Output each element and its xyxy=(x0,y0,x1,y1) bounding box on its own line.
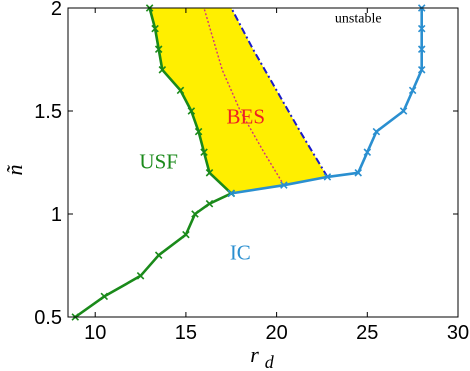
plot-frame xyxy=(67,7,459,318)
series-0-marker-2 xyxy=(136,272,145,280)
annotation-unstable: unstable xyxy=(335,11,382,26)
series-0-marker-4 xyxy=(182,230,190,239)
series-0-marker-5 xyxy=(191,210,199,218)
series-2-marker-4 xyxy=(363,148,372,156)
series-1-marker-5 xyxy=(187,107,196,115)
annotation-bes: BES xyxy=(227,104,266,128)
y-tick-label-2: 1.5 xyxy=(34,101,62,123)
series-2-marker-2 xyxy=(323,173,332,181)
series-line-2 xyxy=(231,8,424,195)
series-2-marker-1 xyxy=(280,181,288,189)
y-tick-label-3: 2 xyxy=(51,0,62,20)
y-tick-label-1: 1 xyxy=(51,204,62,226)
y-tick-label-0: 0.5 xyxy=(34,307,62,329)
series-line-3 xyxy=(230,8,329,178)
series-0-marker-3 xyxy=(154,251,163,259)
annotations-layer: unstable BES USF IC xyxy=(139,11,381,264)
series-1-marker-7 xyxy=(200,148,208,156)
x-axis-title-main: r xyxy=(250,342,259,367)
regions-layer xyxy=(149,8,328,194)
series-line-4 xyxy=(203,8,285,186)
series-line-1 xyxy=(148,8,233,195)
series-0-marker-6 xyxy=(205,199,214,208)
series-0-marker-1 xyxy=(100,292,109,301)
series-2-marker-5 xyxy=(372,127,381,136)
y-axis-title: ñ xyxy=(2,165,27,176)
series-1-marker-1 xyxy=(151,24,159,33)
series-1-marker-4 xyxy=(176,86,185,95)
series-1-marker-8 xyxy=(205,169,214,177)
tick-labels-layer: 10 15 20 25 30 0.5 1 1.5 2 xyxy=(34,0,469,344)
series-1-marker-6 xyxy=(194,127,203,136)
x-tick-label-2: 20 xyxy=(265,322,287,344)
annotation-usf: USF xyxy=(139,150,178,174)
series-2-marker-10 xyxy=(417,24,426,33)
ticks-layer xyxy=(68,7,459,318)
x-tick-label-3: 25 xyxy=(356,322,378,344)
x-tick-label-1: 15 xyxy=(175,322,197,344)
series-1-marker-3 xyxy=(158,66,167,74)
series-2-marker-6 xyxy=(399,107,408,115)
x-tick-label-4: 30 xyxy=(447,322,469,344)
series-line-0 xyxy=(74,192,232,317)
series-2-marker-7 xyxy=(408,86,417,95)
region-bes xyxy=(149,8,328,194)
series-2-marker-3 xyxy=(354,169,362,177)
series-2-marker-8 xyxy=(417,66,426,74)
x-axis-title-subscript: d xyxy=(265,352,275,371)
series-1-marker-2 xyxy=(154,45,163,53)
series-2-marker-9 xyxy=(417,45,426,53)
series-2-marker-0 xyxy=(227,189,236,198)
x-tick-label-0: 10 xyxy=(84,322,106,344)
annotation-ic: IC xyxy=(230,240,251,264)
